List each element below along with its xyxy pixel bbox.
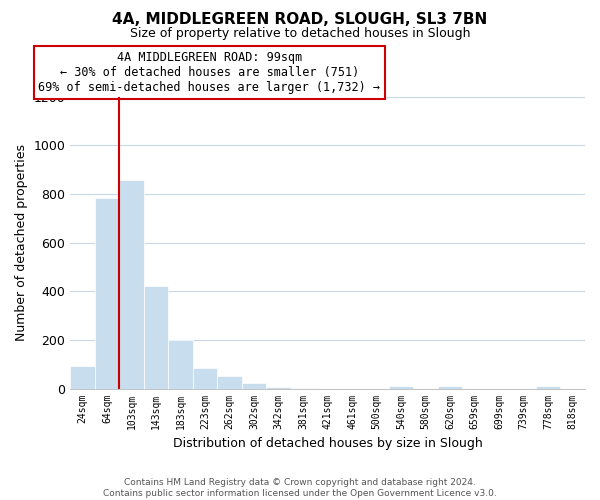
Bar bbox=[217, 376, 242, 388]
Text: 4A, MIDDLEGREEN ROAD, SLOUGH, SL3 7BN: 4A, MIDDLEGREEN ROAD, SLOUGH, SL3 7BN bbox=[112, 12, 488, 28]
Bar bbox=[169, 340, 193, 388]
Text: Size of property relative to detached houses in Slough: Size of property relative to detached ho… bbox=[130, 28, 470, 40]
Bar bbox=[70, 366, 95, 388]
Bar bbox=[119, 180, 144, 388]
Text: Contains HM Land Registry data © Crown copyright and database right 2024.
Contai: Contains HM Land Registry data © Crown c… bbox=[103, 478, 497, 498]
Bar bbox=[144, 286, 169, 388]
X-axis label: Distribution of detached houses by size in Slough: Distribution of detached houses by size … bbox=[173, 437, 482, 450]
Bar bbox=[242, 383, 266, 388]
Bar bbox=[193, 368, 217, 388]
Y-axis label: Number of detached properties: Number of detached properties bbox=[15, 144, 28, 341]
Bar bbox=[438, 386, 463, 388]
Bar bbox=[389, 386, 413, 388]
Bar bbox=[95, 198, 119, 388]
Bar bbox=[536, 386, 560, 388]
Text: 4A MIDDLEGREEN ROAD: 99sqm
← 30% of detached houses are smaller (751)
69% of sem: 4A MIDDLEGREEN ROAD: 99sqm ← 30% of deta… bbox=[38, 51, 380, 94]
Bar bbox=[266, 386, 291, 388]
